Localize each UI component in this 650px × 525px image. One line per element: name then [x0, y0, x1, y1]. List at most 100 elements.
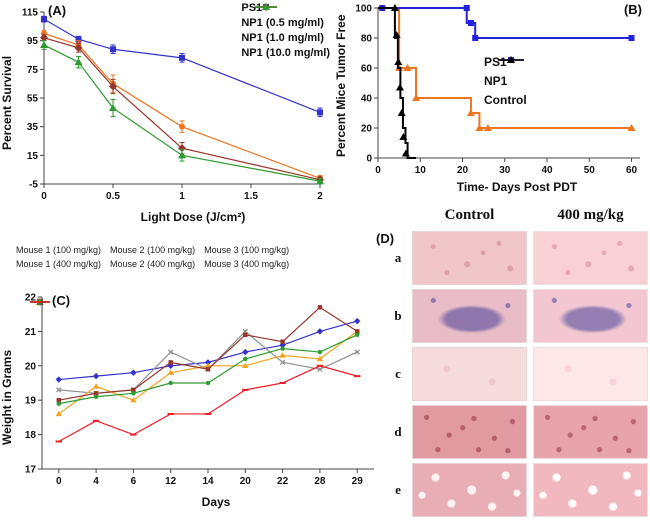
data-point-marker	[74, 58, 83, 66]
data-point-marker	[92, 372, 100, 380]
data-point-marker	[178, 151, 186, 159]
x-tick-label: 14	[202, 476, 214, 487]
data-point-marker	[179, 54, 185, 61]
data-point-marker	[279, 352, 286, 358]
data-point-marker	[56, 387, 62, 393]
y-tick-label: 80	[361, 34, 373, 45]
x-tick-label: 29	[352, 476, 364, 487]
data-point-marker	[467, 20, 474, 26]
data-point-marker	[390, 4, 399, 11]
legend-label: NP1 (0.5 mg/ml)	[241, 17, 324, 29]
data-point-marker	[316, 177, 324, 185]
legend-label: Mouse 1 (100 mg/kg)	[16, 245, 102, 255]
x-tick-label: 40	[541, 165, 553, 176]
x-tick-label: 20	[240, 476, 252, 487]
histology-image-e-treated	[533, 463, 648, 517]
data-point-marker	[109, 82, 117, 91]
data-point-marker	[75, 36, 82, 43]
legend-item-control: Control	[484, 56, 527, 107]
y-tick-label: 18	[25, 430, 37, 441]
x-tick-label: 0	[41, 191, 47, 202]
data-point-marker	[279, 359, 286, 366]
legend-item-mouse-2-100-mg-kg: Mouse 2 (100 mg/kg)	[30, 245, 195, 306]
x-tick-label: 28	[314, 476, 326, 487]
panel-b-label: (B)	[623, 2, 642, 17]
data-point-marker	[628, 35, 635, 41]
legend-label: PS1	[241, 2, 263, 14]
data-point-marker	[395, 83, 404, 91]
legend-item-mouse-1-400-mg-kg: Mouse 1 (400 mg/kg)	[16, 259, 102, 305]
legend-label: Control	[484, 93, 527, 107]
legend-label: Mouse 3 (100 mg/kg)	[204, 245, 290, 255]
panel-b-legend: PS1 NP1 Control	[484, 55, 527, 107]
data-point-marker	[130, 369, 137, 376]
legend-label: PS1	[484, 55, 507, 69]
data-point-marker	[92, 383, 100, 389]
legend-item-np1-1-0-mg-ml: NP1 (1.0 mg/ml)	[241, 3, 330, 44]
data-point-marker	[354, 349, 360, 355]
data-point-marker	[627, 124, 636, 131]
legend-item-mouse-3-400-mg-kg: Mouse 3 (400 mg/kg)	[30, 259, 290, 303]
data-point-marker	[403, 64, 412, 71]
y-tick-label: -5	[29, 180, 38, 191]
x-tick-label: 6	[131, 476, 137, 487]
data-point-marker	[354, 317, 361, 325]
legend-label: NP1 (1.0 mg/ml)	[241, 32, 324, 44]
data-point-marker	[507, 56, 515, 63]
y-tick-label: 20	[361, 124, 373, 135]
histology-row-label-b: b	[394, 308, 402, 323]
data-point-marker	[316, 328, 324, 335]
data-point-marker	[205, 367, 211, 372]
data-point-marker	[412, 94, 421, 101]
y-tick-label: 17	[25, 465, 37, 476]
legend-label: Mouse 1 (400 mg/kg)	[16, 259, 102, 269]
x-tick-label: 20	[457, 165, 469, 176]
x-tick-label: 50	[584, 165, 596, 176]
y-tick-label: 100	[355, 4, 372, 15]
y-tick-label: 21	[25, 327, 37, 338]
data-point-marker	[242, 362, 249, 368]
data-point-marker	[317, 109, 323, 116]
histology-row-label-d: d	[394, 424, 402, 439]
panel-c-weight-chart: Mouse 1 (100 mg/kg) Mouse 2 (100 mg/kg) Mo…	[0, 237, 390, 525]
y-tick-label: 15	[27, 151, 39, 162]
y-tick-label: 20	[25, 361, 37, 372]
x-tick-label: 30	[499, 165, 511, 176]
legend-item-np1-10-0-mg-ml: NP1 (10.0 mg/ml)	[241, 3, 330, 59]
y-tick-label: 55	[27, 94, 39, 105]
y-tick-label: 40	[361, 94, 373, 105]
legend-label: Mouse 3 (400 mg/kg)	[204, 259, 290, 269]
panel-a-label: (A)	[48, 3, 67, 18]
data-point-marker	[355, 332, 360, 338]
data-point-marker	[41, 16, 47, 23]
legend-item-np1: NP1	[484, 57, 527, 88]
data-point-marker	[355, 329, 360, 334]
x-tick-label: 0	[375, 165, 381, 176]
tumor-free-chart-canvas: 0 20 40 60 80 100 0 10 20 30 40 50 60	[355, 4, 640, 176]
data-point-marker	[131, 391, 136, 396]
data-point-marker	[40, 33, 48, 42]
data-point-marker	[205, 380, 211, 386]
histology-image-c-control	[412, 347, 527, 401]
y-tick-label: 115	[22, 8, 39, 19]
data-point-marker	[56, 398, 61, 403]
weight-chart-canvas: 17 18 19 20 21 22 0 4 6 12 14 20 22 28 29	[25, 293, 374, 487]
data-point-marker	[472, 35, 479, 41]
histology-row-label-a: a	[394, 250, 402, 265]
data-point-marker	[394, 58, 403, 65]
data-point-marker	[55, 376, 62, 383]
data-point-marker	[168, 349, 174, 355]
data-point-marker	[109, 104, 117, 112]
data-point-marker	[168, 360, 173, 365]
data-point-marker	[262, 3, 271, 10]
panel-b-tumor-free-chart: (B) Percent Mice Tumor Free 0 20 40 60 80 100…	[334, 0, 650, 205]
data-point-marker	[167, 362, 174, 369]
legend-marker-icon	[498, 56, 524, 63]
y-tick-label: 75	[27, 65, 39, 76]
series-line	[378, 7, 417, 159]
data-point-marker	[56, 401, 61, 406]
survival-chart-canvas: -5 15 35 55 75 95 115 0 0.5 1 1.5 2	[22, 8, 324, 202]
y-tick-label: 0	[366, 154, 372, 165]
histology-image-d-control	[412, 405, 527, 459]
